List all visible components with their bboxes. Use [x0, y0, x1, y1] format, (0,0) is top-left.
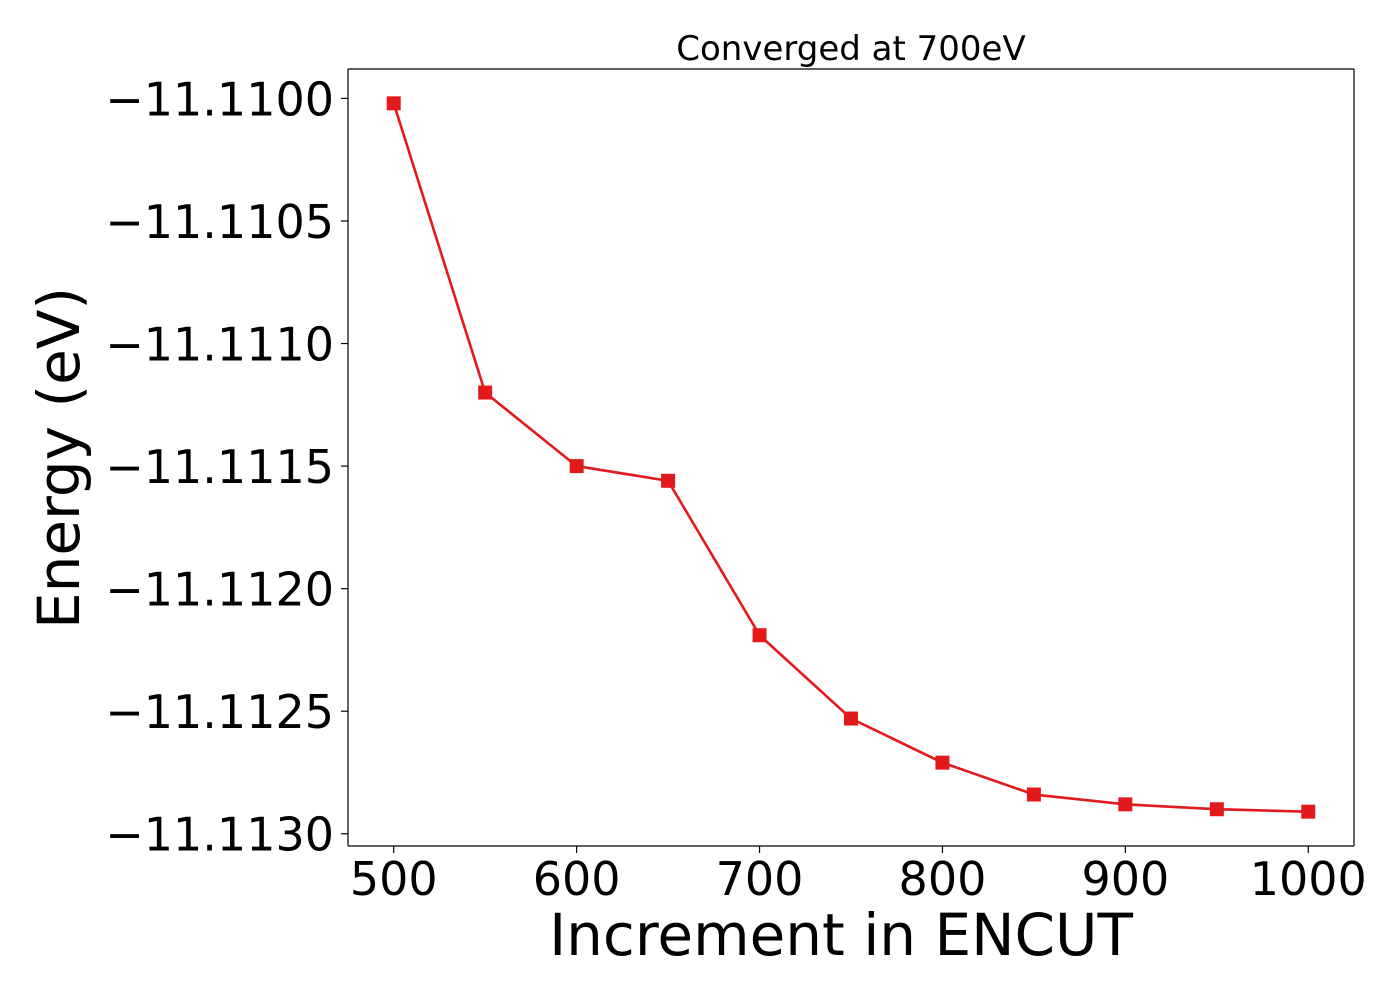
- x-tick-label: 800: [899, 852, 987, 906]
- plot-area: [348, 69, 1354, 846]
- chart-title: Converged at 700eV: [676, 29, 1025, 69]
- x-tick-label: 500: [350, 852, 438, 906]
- y-axis-label: Energy (eV): [25, 287, 93, 629]
- series-layer: [386, 96, 1316, 819]
- x-tick-label: 700: [716, 852, 804, 906]
- tick-layer: 500 600 700 800 900 1000 −11.1100 −11.1105 −11.1…: [105, 72, 1367, 906]
- x-axis-label: Increment in ENCUT: [549, 901, 1133, 969]
- data-point-marker: [661, 473, 676, 488]
- data-point-marker: [478, 385, 493, 400]
- y-tick-label: −11.1115: [105, 440, 334, 494]
- y-tick-label: −11.1130: [105, 808, 334, 862]
- data-point-marker: [1301, 804, 1316, 819]
- data-point-marker: [569, 459, 584, 474]
- y-tick-label: −11.1105: [105, 195, 334, 249]
- data-point-marker: [844, 711, 858, 726]
- x-tick-label: 600: [533, 852, 621, 906]
- y-tick-label: −11.1100: [105, 72, 334, 126]
- data-point-marker: [1118, 797, 1133, 812]
- data-point-marker: [1209, 802, 1224, 817]
- plot-background: [348, 69, 1354, 846]
- data-point-marker: [935, 755, 950, 770]
- data-point-marker: [752, 628, 767, 643]
- data-point-marker: [1026, 787, 1041, 802]
- y-tick-label: −11.1125: [105, 685, 334, 739]
- data-point-marker: [386, 96, 401, 111]
- y-tick-label: −11.1110: [105, 318, 334, 372]
- axes-layer: [347, 68, 1355, 847]
- x-tick-label: 900: [1081, 852, 1169, 906]
- x-tick-label: 1000: [1250, 852, 1367, 906]
- y-tick-label: −11.1120: [105, 563, 334, 617]
